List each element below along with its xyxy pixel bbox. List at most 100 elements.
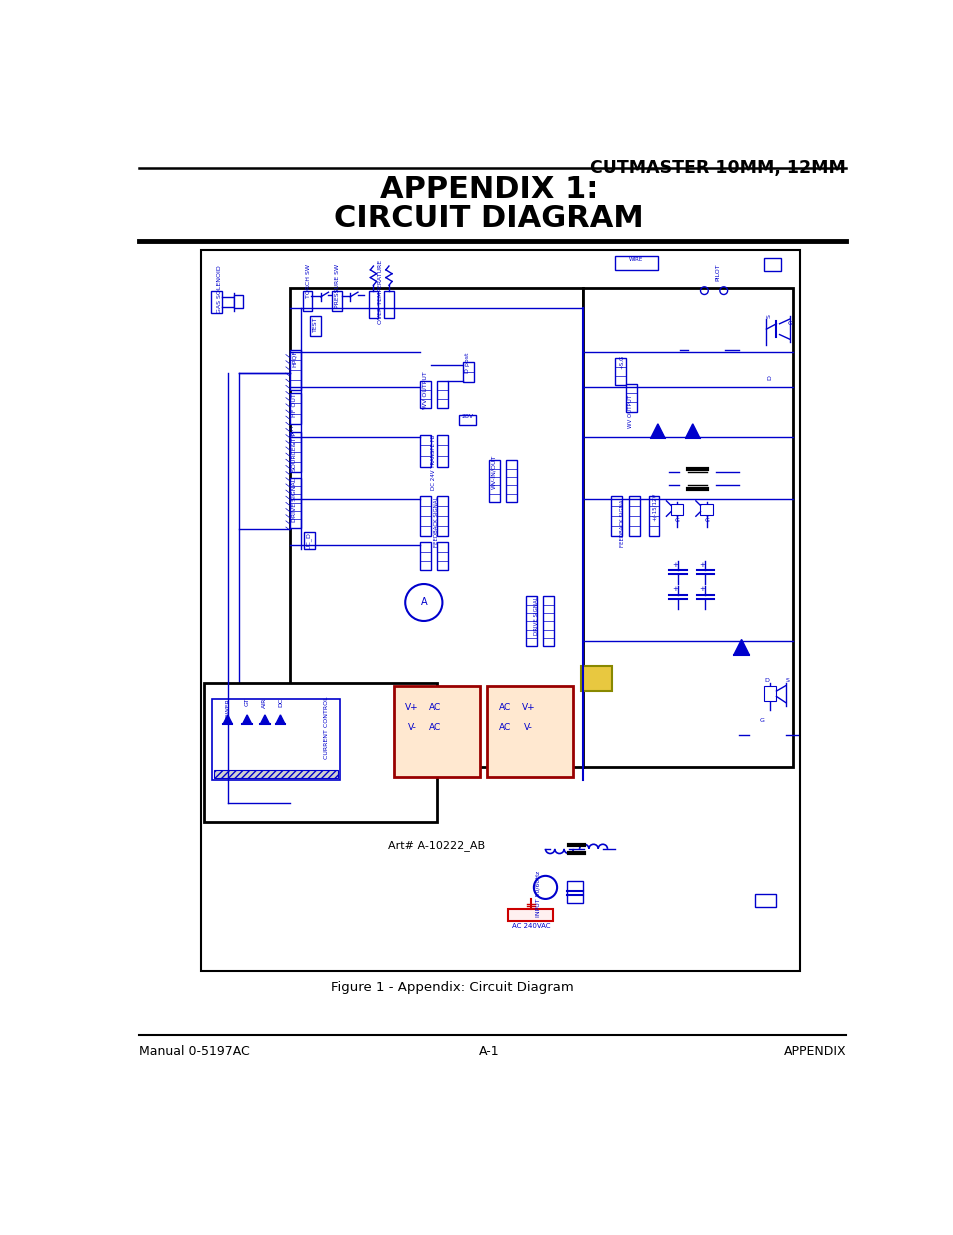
Text: +: + bbox=[671, 562, 677, 568]
Bar bbox=[436, 542, 447, 571]
Bar bbox=[763, 258, 781, 272]
Polygon shape bbox=[242, 715, 252, 724]
Bar bbox=[211, 291, 221, 312]
Text: WV OUTPUT: WV OUTPUT bbox=[422, 372, 428, 409]
Bar bbox=[567, 882, 582, 903]
Text: G: G bbox=[703, 517, 708, 522]
Text: DRIVE SIGNAL: DRIVE SIGNAL bbox=[292, 478, 296, 522]
Bar bbox=[754, 894, 776, 908]
Bar bbox=[436, 435, 447, 467]
Text: Art# A-10222_AB: Art# A-10222_AB bbox=[388, 840, 485, 851]
Text: G: G bbox=[760, 718, 764, 722]
Polygon shape bbox=[650, 424, 664, 437]
Text: D: D bbox=[763, 678, 768, 683]
Bar bbox=[763, 685, 776, 701]
Bar bbox=[290, 478, 300, 527]
Bar bbox=[332, 291, 341, 311]
Bar bbox=[582, 288, 793, 767]
Bar bbox=[419, 435, 431, 467]
Text: G: G bbox=[787, 321, 792, 326]
Bar bbox=[525, 597, 537, 646]
Bar bbox=[369, 291, 377, 319]
Bar bbox=[200, 249, 799, 971]
Text: AC: AC bbox=[429, 722, 441, 732]
Text: TORCH SW: TORCH SW bbox=[306, 264, 311, 298]
Text: AC: AC bbox=[498, 703, 511, 711]
Text: 28V: 28V bbox=[461, 414, 474, 419]
Text: PRESSURE SW: PRESSURE SW bbox=[335, 264, 340, 308]
Text: V+: V+ bbox=[521, 703, 535, 711]
Text: A-1: A-1 bbox=[478, 1045, 498, 1058]
Text: A: A bbox=[420, 597, 427, 606]
Bar bbox=[212, 699, 340, 779]
Text: POWER: POWER bbox=[225, 698, 230, 721]
Text: SOURCE&TIP: SOURCE&TIP bbox=[292, 431, 296, 472]
Text: G: G bbox=[674, 517, 679, 522]
Text: +/-15/12V: +/-15/12V bbox=[651, 493, 656, 521]
Text: TEST: TEST bbox=[313, 316, 317, 331]
Bar bbox=[611, 496, 621, 536]
Text: N.A: N.A bbox=[290, 425, 294, 436]
Bar bbox=[629, 496, 639, 536]
Bar bbox=[542, 597, 554, 646]
Text: +: + bbox=[699, 587, 704, 593]
Bar bbox=[436, 380, 447, 409]
Bar bbox=[505, 461, 517, 503]
Bar bbox=[290, 393, 300, 424]
Bar bbox=[670, 504, 682, 515]
Bar bbox=[463, 362, 474, 383]
Text: OVER TEMPERATURE: OVER TEMPERATURE bbox=[377, 259, 382, 324]
Text: V+: V+ bbox=[405, 703, 418, 711]
Bar bbox=[419, 380, 431, 409]
Polygon shape bbox=[223, 715, 233, 724]
Text: APPENDIX: APPENDIX bbox=[782, 1045, 845, 1058]
Bar bbox=[436, 496, 447, 536]
Text: FEEDBACK SIGNAL: FEEDBACK SIGNAL bbox=[434, 496, 439, 547]
Text: V-: V- bbox=[407, 722, 416, 732]
Bar bbox=[458, 415, 476, 425]
Text: HPQF: HPQF bbox=[292, 350, 296, 367]
Text: V-: V- bbox=[523, 722, 533, 732]
Text: DC 24V TRANSFE FB: DC 24V TRANSFE FB bbox=[430, 435, 436, 490]
Bar bbox=[213, 771, 337, 778]
Bar bbox=[233, 294, 243, 309]
Text: CIRCUIT DIAGRAM: CIRCUIT DIAGRAM bbox=[334, 204, 643, 232]
Bar bbox=[310, 316, 320, 336]
Bar bbox=[508, 909, 553, 921]
Bar bbox=[648, 496, 659, 536]
Bar bbox=[394, 685, 479, 777]
Polygon shape bbox=[733, 640, 748, 655]
Text: PILOT: PILOT bbox=[715, 264, 720, 282]
Bar bbox=[384, 291, 394, 319]
Text: D: D bbox=[767, 375, 772, 380]
Polygon shape bbox=[275, 715, 285, 724]
Text: WV OUTPUT: WV OUTPUT bbox=[628, 395, 633, 427]
Bar bbox=[303, 291, 312, 311]
Bar bbox=[290, 431, 300, 472]
Text: CURRENT CONTROL: CURRENT CONTROL bbox=[324, 697, 329, 760]
Text: +: + bbox=[699, 562, 704, 568]
Text: GAS SOLENOID: GAS SOLENOID bbox=[217, 266, 222, 312]
Bar bbox=[290, 288, 582, 767]
Text: WV-IN/OUT: WV-IN/OUT bbox=[491, 454, 496, 489]
Text: APPENDIX 1:: APPENDIX 1: bbox=[379, 175, 598, 204]
Text: D post: D post bbox=[465, 352, 470, 373]
Bar bbox=[204, 683, 436, 823]
Text: S: S bbox=[765, 314, 770, 317]
Bar bbox=[419, 496, 431, 536]
Bar bbox=[419, 542, 431, 571]
Text: HF OUT: HF OUT bbox=[292, 393, 296, 416]
Text: Manual 0-5197AC: Manual 0-5197AC bbox=[138, 1045, 249, 1058]
Text: +S,G: +S,G bbox=[618, 354, 623, 369]
Bar bbox=[580, 667, 612, 692]
Text: INPUT 50/60Hz: INPUT 50/60Hz bbox=[535, 871, 539, 916]
Bar bbox=[615, 358, 625, 385]
Bar bbox=[487, 685, 572, 777]
Text: AIR: AIR bbox=[262, 698, 267, 709]
Text: AC: AC bbox=[429, 703, 441, 711]
Text: +: + bbox=[671, 587, 677, 593]
Text: CUTMASTER 10MM, 12MM: CUTMASTER 10MM, 12MM bbox=[590, 159, 845, 177]
Text: FEEDBACK SIGNAL: FEEDBACK SIGNAL bbox=[619, 496, 625, 547]
Bar bbox=[290, 350, 300, 390]
Bar bbox=[615, 256, 658, 270]
